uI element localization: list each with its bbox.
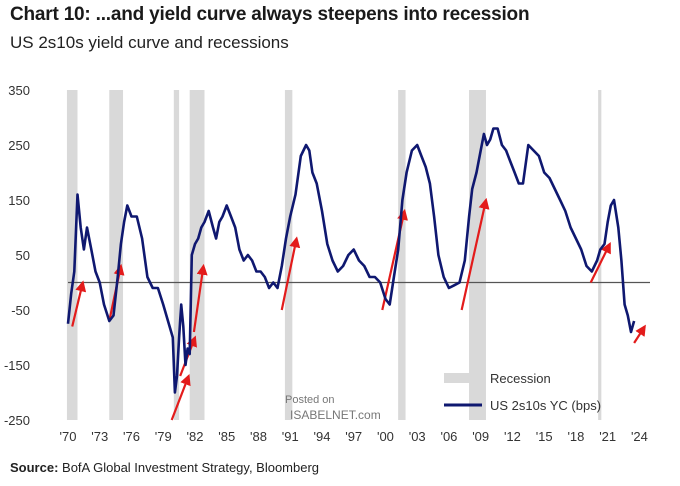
steepening-arrow-5 bbox=[280, 236, 301, 311]
x-tick-label-17: '21 bbox=[599, 429, 616, 444]
x-tick-label-16: '18 bbox=[567, 429, 584, 444]
watermark: Posted on ISABELNET.com bbox=[285, 394, 381, 422]
y-axis-ticks: 350 250 150 50 -50 -150 -250 bbox=[4, 83, 30, 428]
steepening-arrow-2 bbox=[170, 373, 191, 421]
steepening-arrows bbox=[71, 197, 646, 421]
x-tick-label-15: '15 bbox=[536, 429, 553, 444]
x-tick-label-2: '76 bbox=[123, 429, 140, 444]
steepening-arrow-0 bbox=[71, 280, 87, 327]
x-tick-label-4: '82 bbox=[187, 429, 204, 444]
steepening-arrow-4 bbox=[192, 263, 208, 333]
steepening-arrow-8 bbox=[589, 242, 611, 283]
x-tick-label-7: '91 bbox=[282, 429, 299, 444]
recession-band-2 bbox=[173, 90, 180, 420]
legend-recession-label: Recession bbox=[490, 371, 551, 386]
recession-band-4 bbox=[284, 90, 293, 420]
y-tick-label-3: 50 bbox=[16, 248, 30, 263]
x-axis-ticks: '70 '73 '76 '79 '82 '85 '88 '91 '94 '97 '00 '03 '06 '… bbox=[60, 429, 648, 444]
series-layer bbox=[66, 127, 636, 394]
x-tick-label-10: '00 bbox=[377, 429, 394, 444]
x-tick-label-11: '03 bbox=[409, 429, 426, 444]
y-tick-label-1: 250 bbox=[8, 138, 30, 153]
x-tick-label-6: '88 bbox=[250, 429, 267, 444]
recession-band-5 bbox=[398, 90, 406, 420]
x-tick-label-12: '06 bbox=[440, 429, 457, 444]
source-label: Source: bbox=[10, 460, 59, 475]
series-line-2s10s bbox=[66, 127, 636, 394]
watermark-line2: ISABELNET.com bbox=[290, 408, 381, 422]
y-tick-label-0: 350 bbox=[8, 83, 30, 98]
x-tick-label-5: '85 bbox=[218, 429, 235, 444]
x-tick-label-9: '97 bbox=[345, 429, 362, 444]
recession-band-6 bbox=[469, 90, 486, 420]
recession-band-1 bbox=[109, 90, 124, 420]
x-tick-label-8: '94 bbox=[313, 429, 330, 444]
x-tick-label-0: '70 bbox=[60, 429, 77, 444]
x-tick-label-1: '73 bbox=[91, 429, 108, 444]
y-tick-label-4: -50 bbox=[11, 303, 30, 318]
legend-line-label: US 2s10s YC (bps) bbox=[490, 398, 601, 413]
legend: Recession US 2s10s YC (bps) bbox=[444, 371, 601, 413]
y-tick-label-2: 150 bbox=[8, 193, 30, 208]
chart-subtitle: US 2s10s yield curve and recessions bbox=[10, 33, 289, 52]
chart-title: Chart 10: ...and yield curve always stee… bbox=[10, 4, 530, 25]
x-tick-label-14: '12 bbox=[504, 429, 521, 444]
x-tick-label-18: '24 bbox=[631, 429, 648, 444]
watermark-line1: Posted on bbox=[285, 394, 335, 406]
steepening-arrow-9 bbox=[633, 324, 646, 344]
x-tick-label-13: '09 bbox=[472, 429, 489, 444]
recession-band-0 bbox=[66, 90, 78, 420]
source-note: Source: BofA Global Investment Strategy,… bbox=[10, 460, 319, 475]
y-tick-label-6: -250 bbox=[4, 413, 30, 428]
steepening-arrow-7 bbox=[460, 197, 490, 311]
x-tick-label-3: '79 bbox=[155, 429, 172, 444]
source-text: BofA Global Investment Strategy, Bloombe… bbox=[62, 460, 320, 475]
legend-recession-swatch bbox=[444, 373, 482, 383]
y-tick-label-5: -150 bbox=[4, 358, 30, 373]
